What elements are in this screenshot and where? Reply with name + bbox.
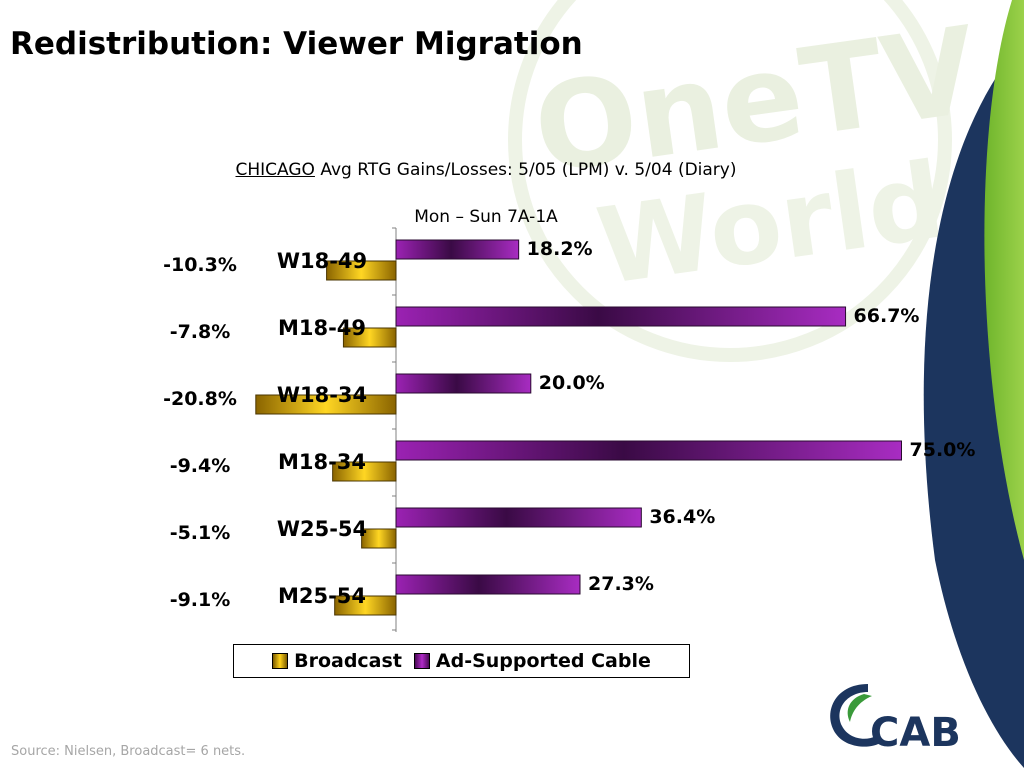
watermark-globe — [508, 0, 952, 362]
data-label-cable-w25-54: 36.4% — [649, 506, 715, 528]
chart-plot-area: Mon – Sun 7A-1A 18.2% -10.3% W18-49 66.7% -7.… — [163, 207, 975, 632]
chart-subtitle: Mon – Sun 7A-1A — [414, 207, 558, 227]
bar-cable-w25-54 — [395, 507, 642, 528]
chart-legend: Broadcast Ad-Supported Cable — [233, 644, 690, 678]
bar-cable-w18-34 — [395, 373, 532, 394]
bar-broadcast-w18-49 — [326, 260, 397, 281]
bar-broadcast-m18-49 — [342, 327, 397, 348]
bar-cable-m18-49 — [395, 306, 847, 327]
cab-logo-swoosh — [830, 684, 882, 747]
data-label-broadcast-w18-34: -20.8% — [163, 388, 237, 410]
source-note: Source: Nielsen, Broadcast= 6 nets. — [11, 744, 246, 759]
data-label-broadcast-m18-49: -7.8% — [170, 321, 231, 343]
data-label-broadcast-w18-49: -10.3% — [163, 254, 237, 276]
data-label-cable-w18-49: 18.2% — [527, 238, 593, 260]
data-label-cable-m18-49: 66.7% — [854, 305, 920, 327]
category-label-w18-49: W18-49 — [277, 249, 367, 273]
category-label-w18-34: W18-34 — [277, 383, 367, 407]
chart-title-city: CHICAGO — [235, 160, 315, 180]
bar-broadcast-w18-34 — [255, 394, 397, 415]
bar-broadcast-m25-54 — [334, 595, 397, 616]
data-label-broadcast-w25-54: -5.1% — [170, 522, 231, 544]
cab-logo-text: CAB — [870, 710, 961, 756]
legend-label-broadcast: Broadcast — [294, 650, 402, 672]
legend-item-broadcast: Broadcast — [272, 650, 402, 672]
data-label-broadcast-m25-54: -9.1% — [170, 589, 231, 611]
bar-broadcast-m18-34 — [332, 461, 397, 482]
data-label-cable-m18-34: 75.0% — [910, 439, 976, 461]
bar-cable-m25-54 — [395, 574, 581, 595]
data-label-cable-m25-54: 27.3% — [588, 573, 654, 595]
cab-logo-leaf — [847, 694, 872, 722]
green-swoosh — [984, 0, 1024, 560]
category-label-w25-54: W25-54 — [277, 517, 367, 541]
chart-title: CHICAGO Avg RTG Gains/Losses: 5/05 (LPM)… — [0, 160, 972, 180]
bar-cable-m18-34 — [395, 440, 902, 461]
category-label-m25-54: M25-54 — [278, 584, 366, 608]
data-label-cable-w18-34: 20.0% — [539, 372, 605, 394]
bar-broadcast-w25-54 — [361, 528, 397, 549]
slide-title: Redistribution: Viewer Migration — [10, 26, 583, 62]
chart-title-rest: Avg RTG Gains/Losses: 5/05 (LPM) v. 5/04… — [314, 160, 737, 180]
legend-swatch-cable — [413, 653, 430, 669]
legend-label-cable: Ad-Supported Cable — [435, 650, 651, 672]
legend-swatch-broadcast — [272, 653, 289, 669]
legend-item-cable: Ad-Supported Cable — [413, 650, 651, 672]
category-label-m18-34: M18-34 — [278, 450, 366, 474]
category-label-m18-49: M18-49 — [278, 316, 366, 340]
bar-cable-w18-49 — [395, 239, 520, 260]
data-label-broadcast-m18-34: -9.4% — [170, 455, 231, 477]
cab-logo: CAB — [830, 684, 961, 756]
